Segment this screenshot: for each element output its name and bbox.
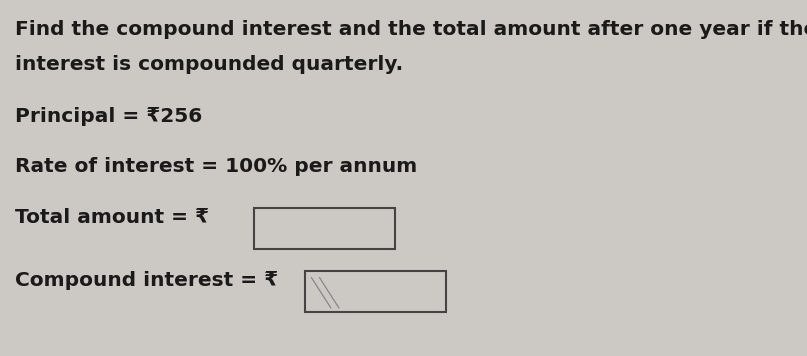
Text: Find the compound interest and the total amount after one year if the: Find the compound interest and the total…	[15, 20, 807, 38]
FancyBboxPatch shape	[305, 271, 446, 312]
FancyBboxPatch shape	[254, 208, 395, 249]
Text: Rate of interest = 100% per annum: Rate of interest = 100% per annum	[15, 157, 416, 176]
Text: interest is compounded quarterly.: interest is compounded quarterly.	[15, 55, 403, 74]
Text: Principal = ₹256: Principal = ₹256	[15, 107, 202, 126]
Text: Compound interest = ₹: Compound interest = ₹	[15, 271, 278, 289]
Text: Total amount = ₹: Total amount = ₹	[15, 208, 208, 227]
